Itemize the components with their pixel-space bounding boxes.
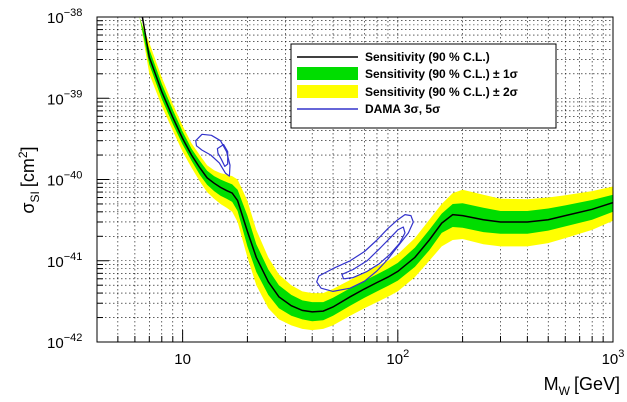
x-tick-label: 102: [386, 348, 409, 368]
x-axis-symbol: M: [544, 374, 559, 394]
y-tick-label: 10−38: [47, 7, 82, 27]
x-tick-label-exponent: 3: [618, 348, 624, 360]
legend-label-dama: DAMA 3σ, 5σ: [365, 102, 440, 116]
y-tick-label-base: 10: [47, 335, 64, 352]
y-tick-label-base: 10: [47, 91, 64, 108]
x-tick-label: 103: [602, 348, 625, 368]
sensitivity-lines: [141, 17, 613, 313]
dama-contour: [216, 143, 229, 167]
y-tick-label: 10−40: [47, 170, 82, 190]
y-tick-label: 10−42: [47, 332, 82, 352]
y-tick-label: 10−41: [47, 251, 82, 271]
axis-ticks: [96, 16, 614, 343]
dama-contour: [316, 214, 414, 292]
y-tick-label: 10−39: [47, 88, 82, 108]
x-tick-label: 10: [174, 351, 191, 368]
dama-contours: [195, 133, 414, 292]
y-tick-label-exponent: −39: [64, 88, 83, 100]
y-axis-title: σSI [cm2]: [16, 146, 42, 213]
legend-swatch-1sigma: [297, 67, 358, 80]
y-axis-subscript: SI: [28, 191, 42, 202]
x-tick-label-base: 10: [174, 351, 191, 368]
y-tick-label-exponent: −41: [64, 251, 83, 263]
y-tick-label-exponent: −40: [64, 170, 83, 182]
x-tick-label-exponent: 2: [403, 348, 409, 360]
y-axis-unit-close: ]: [18, 146, 38, 151]
dama-contour: [195, 133, 231, 177]
legend-label-2sigma: Sensitivity (90 % C.L.) ± 2σ: [365, 85, 518, 99]
x-axis-title: MW [GeV]: [544, 374, 620, 398]
legend-label-1sigma: Sensitivity (90 % C.L.) ± 1σ: [365, 67, 518, 81]
y-axis-unit-exponent: 2: [16, 151, 30, 158]
y-tick-label-base: 10: [47, 10, 64, 27]
y-axis-symbol: σ: [18, 202, 38, 213]
x-axis-subscript: W: [559, 384, 571, 398]
y-tick-label-base: 10: [47, 173, 64, 190]
y-tick-label-exponent: −42: [64, 332, 83, 344]
y-axis-unit: [cm: [18, 158, 38, 187]
legend-label-sensitivity: Sensitivity (90 % C.L.): [365, 50, 490, 64]
y-tick-label-base: 10: [47, 254, 64, 271]
x-tick-label-base: 10: [386, 351, 403, 368]
sensitivity-bands: [139, 17, 613, 331]
y-tick-label-exponent: −38: [64, 7, 83, 19]
legend: Sensitivity (90 % C.L.) Sensitivity (90 …: [290, 43, 557, 129]
dama-contour: [341, 226, 406, 280]
legend-swatch-2sigma: [297, 85, 358, 98]
x-axis-unit: [GeV]: [574, 374, 620, 394]
sensitivity-line: [141, 17, 613, 313]
x-tick-label-base: 10: [602, 351, 619, 368]
